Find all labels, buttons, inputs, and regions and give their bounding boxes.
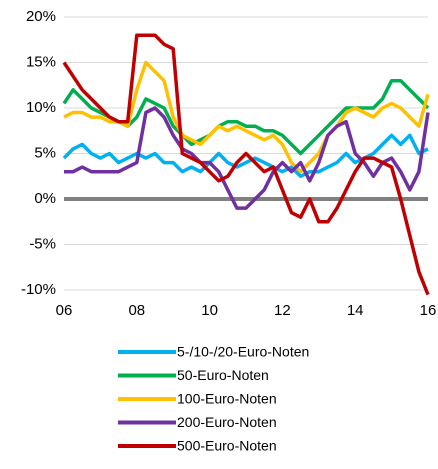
x-tick-label: 14 <box>347 302 364 319</box>
legend-label: 100-Euro-Noten <box>177 391 277 407</box>
series-line <box>64 106 430 210</box>
y-tick-label: 10% <box>26 99 56 116</box>
legend: 5-/10-/20-Euro-Noten 50-Euro-Noten 100-Eur… <box>118 344 309 454</box>
x-tick-label: 10 <box>201 302 218 319</box>
y-tick-label: 5% <box>34 144 56 161</box>
legend-label: 200-Euro-Noten <box>177 414 277 430</box>
legend-label: 50-Euro-Noten <box>177 367 269 383</box>
y-tick-label: -5% <box>29 235 56 252</box>
y-tick-label: 15% <box>26 53 56 70</box>
series-line <box>62 33 430 296</box>
x-tick-label: 06 <box>56 302 73 319</box>
x-tick-label: 16 <box>420 302 437 319</box>
legend-label: 500-Euro-Noten <box>177 438 277 454</box>
x-tick-label: 12 <box>274 302 291 319</box>
legend-label: 5-/10-/20-Euro-Noten <box>177 344 309 360</box>
series-line <box>63 60 430 174</box>
y-tick-label: 20% <box>26 8 56 25</box>
y-tick-label: -10% <box>21 281 56 298</box>
x-tick-label: 08 <box>128 302 145 319</box>
y-tick-label: 0% <box>34 190 56 207</box>
